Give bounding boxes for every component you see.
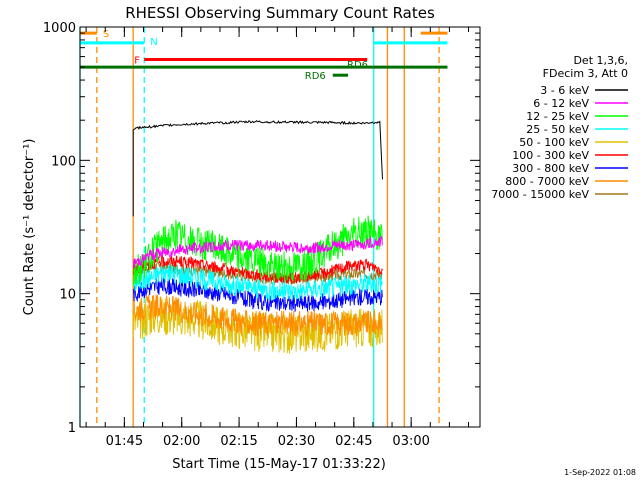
x-tick-label: 01:45 [106,434,143,449]
x-axis-label: Start Time (15-May-17 01:33:22) [172,457,386,472]
flag-label-night: N [150,37,157,48]
y-tick-label: 10 [59,288,76,303]
legend-label: 800 - 7000 keV [505,175,589,188]
footer-date: 1-Sep-2022 01:08 [564,468,636,477]
flag-label-rd6_short: RD6 [347,60,368,71]
legend-label: 12 - 25 keV [526,110,589,123]
series-line-3 [132,262,383,301]
series-line-0 [132,120,383,217]
series-line-2 [132,215,383,287]
legend-label: 50 - 100 keV [519,136,589,149]
series-line-1 [132,235,383,269]
flag-label-saa: S [103,29,109,40]
legend-label: 7000 - 15000 keV [491,188,589,201]
x-tick-label: 02:00 [163,434,200,449]
legend-header-line-1: Det 1,3,6, [573,54,628,67]
series-line-6 [132,277,383,312]
x-tick-label: 02:15 [220,434,257,449]
series-line-7 [133,294,383,337]
plot-frame [79,26,481,428]
legend-label: 300 - 800 keV [512,162,589,175]
chart-title: RHESSI Observing Summary Count Rates [125,4,435,22]
y-tick-label: 1 [68,421,76,436]
legend-label: 6 - 12 keV [533,97,589,110]
plot-layer: S NF RD6 RD6 [79,27,448,427]
x-tick-label: 02:30 [278,434,315,449]
series-line-5 [132,254,383,284]
y-tick-label: 1000 [43,21,76,36]
x-tick-label: 03:00 [392,434,429,449]
axis-ticks: 1 10 100 1000 01:45 02:00 02:15 02:30 02:45 03:00 [43,21,480,449]
legend-label: 100 - 300 keV [512,149,589,162]
flag-label-flare: F [134,56,140,67]
legend-label: 25 - 50 keV [526,123,589,136]
legend-label: 3 - 6 keV [540,84,589,97]
y-tick-label: 100 [51,154,76,169]
flag-label-rd6: RD6 [305,71,326,82]
y-axis-label: Count Rate (s⁻¹ detector⁻¹) [22,139,37,316]
legend-header-line-2: FDecim 3, Att 0 [543,67,628,80]
x-tick-label: 02:45 [335,434,372,449]
